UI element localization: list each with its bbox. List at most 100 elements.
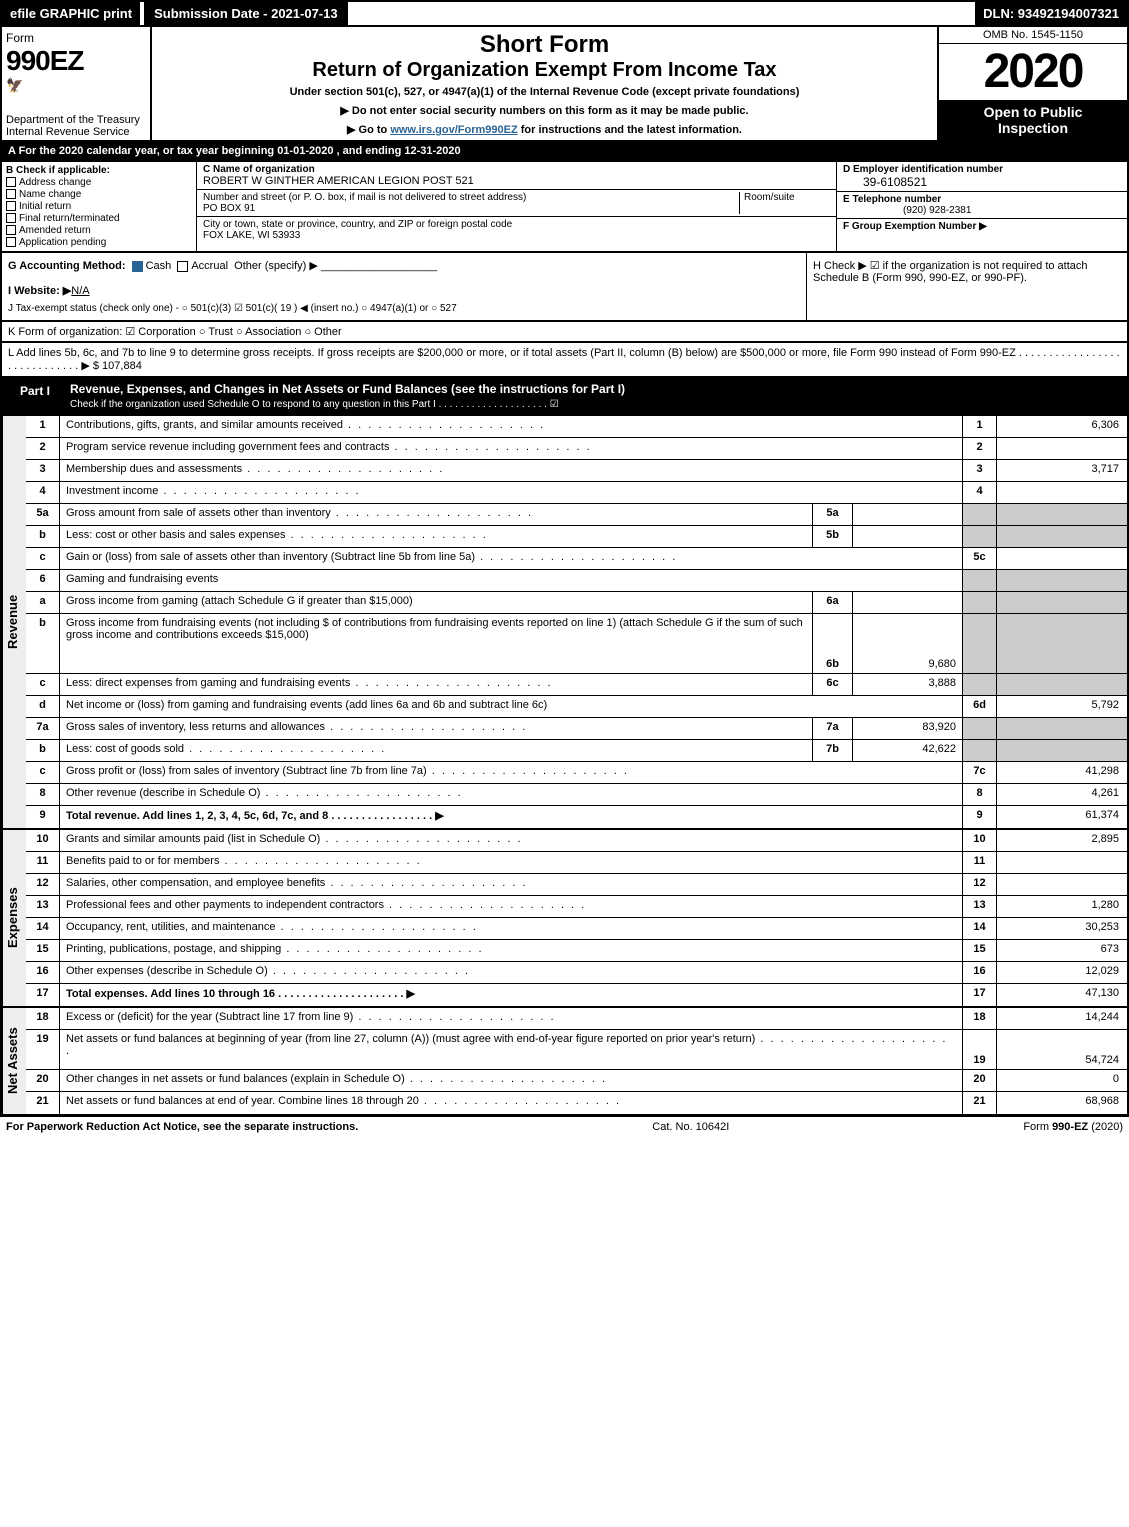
goto-line: ▶ Go to www.irs.gov/Form990EZ for instru…	[162, 123, 927, 136]
table-row: bLess: cost of goods sold7b42,622	[26, 740, 1127, 762]
table-row: 16Other expenses (describe in Schedule O…	[26, 962, 1127, 984]
chk-address-change[interactable]: Address change	[6, 177, 192, 188]
city-label: City or town, state or province, country…	[203, 219, 512, 230]
part1-check: Check if the organization used Schedule …	[70, 399, 559, 410]
table-row: aGross income from gaming (attach Schedu…	[26, 592, 1127, 614]
table-row: 9Total revenue. Add lines 1, 2, 3, 4, 5c…	[26, 806, 1127, 828]
inspect-line1: Open to Public	[984, 104, 1083, 120]
part1-table: Revenue 1Contributions, gifts, grants, a…	[0, 416, 1129, 1116]
table-row: 10Grants and similar amounts paid (list …	[26, 830, 1127, 852]
part1-label: Part I	[10, 382, 60, 410]
header-right: OMB No. 1545-1150 2020 Open to Public In…	[937, 27, 1127, 140]
opt-accrual: Accrual	[191, 260, 228, 272]
efile-label[interactable]: efile GRAPHIC print	[2, 2, 140, 25]
chk-amended[interactable]: Amended return	[6, 225, 192, 236]
room-label: Room/suite	[744, 192, 795, 203]
group-exemption-label: F Group Exemption Number ▶	[843, 221, 987, 232]
col-c-org-info: C Name of organization ROBERT W GINTHER …	[197, 162, 837, 251]
phone-label: E Telephone number	[843, 194, 941, 205]
chk-initial-return[interactable]: Initial return	[6, 201, 192, 212]
street: PO BOX 91	[203, 203, 255, 214]
g-label: G Accounting Method:	[8, 260, 126, 272]
subtitle: Under section 501(c), 527, or 4947(a)(1)…	[162, 86, 927, 98]
header-left: Form 990EZ 🦅 Department of the Treasury …	[2, 27, 152, 140]
table-row: 8Other revenue (describe in Schedule O)8…	[26, 784, 1127, 806]
omb-number: OMB No. 1545-1150	[939, 27, 1127, 44]
col-de: D Employer identification number 39-6108…	[837, 162, 1127, 251]
table-row: dNet income or (loss) from gaming and fu…	[26, 696, 1127, 718]
entity-block: B Check if applicable: Address change Na…	[0, 162, 1129, 253]
name-label: C Name of organization	[203, 164, 315, 175]
col-b-checkboxes: B Check if applicable: Address change Na…	[2, 162, 197, 251]
line-k: K Form of organization: ☑ Corporation ○ …	[0, 322, 1129, 343]
irs-label: Internal Revenue Service	[6, 126, 130, 138]
short-form-title: Short Form	[162, 31, 927, 59]
opt-other: Other (specify) ▶	[234, 260, 318, 272]
line-l-amount: $ 107,884	[93, 360, 142, 372]
irs-logo-icon: 🦅	[6, 77, 146, 94]
table-row: cGain or (loss) from sale of assets othe…	[26, 548, 1127, 570]
street-label: Number and street (or P. O. box, if mail…	[203, 192, 526, 203]
table-row: 14Occupancy, rent, utilities, and mainte…	[26, 918, 1127, 940]
inspect-line2: Inspection	[998, 120, 1068, 136]
table-row: cGross profit or (loss) from sales of in…	[26, 762, 1127, 784]
form-number: 990EZ	[6, 45, 146, 77]
netassets-side-label: Net Assets	[2, 1008, 26, 1114]
ssn-warning: ▶ Do not enter social security numbers o…	[162, 104, 927, 117]
col-b-label: B Check if applicable:	[6, 165, 192, 176]
org-name: ROBERT W GINTHER AMERICAN LEGION POST 52…	[203, 175, 474, 187]
top-bar: efile GRAPHIC print Submission Date - 20…	[0, 0, 1129, 27]
table-row: bGross income from fundraising events (n…	[26, 614, 1127, 674]
g-accounting: G Accounting Method: Cash Accrual Other …	[2, 253, 807, 320]
table-row: 5aGross amount from sale of assets other…	[26, 504, 1127, 526]
table-row: 15Printing, publications, postage, and s…	[26, 940, 1127, 962]
line-l: L Add lines 5b, 6c, and 7b to line 9 to …	[0, 343, 1129, 378]
chk-cash-icon[interactable]	[132, 261, 143, 272]
goto-post: for instructions and the latest informat…	[518, 124, 742, 136]
part1-header: Part I Revenue, Expenses, and Changes in…	[0, 378, 1129, 416]
table-row: 18Excess or (deficit) for the year (Subt…	[26, 1008, 1127, 1030]
cat-no: Cat. No. 10642I	[358, 1121, 1023, 1133]
form-ref: Form 990-EZ (2020)	[1023, 1121, 1123, 1133]
table-row: 12Salaries, other compensation, and empl…	[26, 874, 1127, 896]
goto-link[interactable]: www.irs.gov/Form990EZ	[390, 124, 517, 136]
open-to-public: Open to Public Inspection	[939, 100, 1127, 140]
goto-pre: ▶ Go to	[347, 124, 390, 136]
line-l-text: L Add lines 5b, 6c, and 7b to line 9 to …	[8, 347, 1120, 372]
table-row: 17Total expenses. Add lines 10 through 1…	[26, 984, 1127, 1006]
paperwork-notice: For Paperwork Reduction Act Notice, see …	[6, 1121, 358, 1133]
table-row: 6Gaming and fundraising events	[26, 570, 1127, 592]
form-header: Form 990EZ 🦅 Department of the Treasury …	[0, 27, 1129, 142]
phone: (920) 928-2381	[843, 205, 971, 216]
table-row: 11Benefits paid to or for members11	[26, 852, 1127, 874]
table-row: 3Membership dues and assessments33,717	[26, 460, 1127, 482]
submission-date: Submission Date - 2021-07-13	[144, 2, 348, 25]
part1-title: Revenue, Expenses, and Changes in Net As…	[70, 382, 625, 396]
page-footer: For Paperwork Reduction Act Notice, see …	[0, 1116, 1129, 1137]
table-row: bLess: cost or other basis and sales exp…	[26, 526, 1127, 548]
chk-app-pending[interactable]: Application pending	[6, 237, 192, 248]
revenue-side-label: Revenue	[2, 416, 26, 828]
table-row: 2Program service revenue including gover…	[26, 438, 1127, 460]
chk-final-return[interactable]: Final return/terminated	[6, 213, 192, 224]
return-title: Return of Organization Exempt From Incom…	[162, 59, 927, 82]
table-row: 13Professional fees and other payments t…	[26, 896, 1127, 918]
row-a-tax-year: A For the 2020 calendar year, or tax yea…	[0, 142, 1129, 162]
table-row: 19Net assets or fund balances at beginni…	[26, 1030, 1127, 1070]
table-row: 7aGross sales of inventory, less returns…	[26, 718, 1127, 740]
ein-label: D Employer identification number	[843, 164, 1003, 175]
dept-label: Department of the Treasury	[6, 114, 140, 126]
table-row: cLess: direct expenses from gaming and f…	[26, 674, 1127, 696]
table-row: 20Other changes in net assets or fund ba…	[26, 1070, 1127, 1092]
dln: DLN: 93492194007321	[975, 2, 1127, 25]
form-word: Form	[6, 31, 146, 45]
website-value: N/A	[71, 285, 89, 297]
i-label: I Website: ▶	[8, 285, 71, 297]
expenses-side-label: Expenses	[2, 830, 26, 1006]
ein: 39-6108521	[843, 175, 927, 189]
city-state-zip: FOX LAKE, WI 53933	[203, 230, 300, 241]
line-h: H Check ▶ ☑ if the organization is not r…	[807, 253, 1127, 320]
table-row: 21Net assets or fund balances at end of …	[26, 1092, 1127, 1114]
chk-name-change[interactable]: Name change	[6, 189, 192, 200]
chk-accrual-icon[interactable]	[177, 261, 188, 272]
